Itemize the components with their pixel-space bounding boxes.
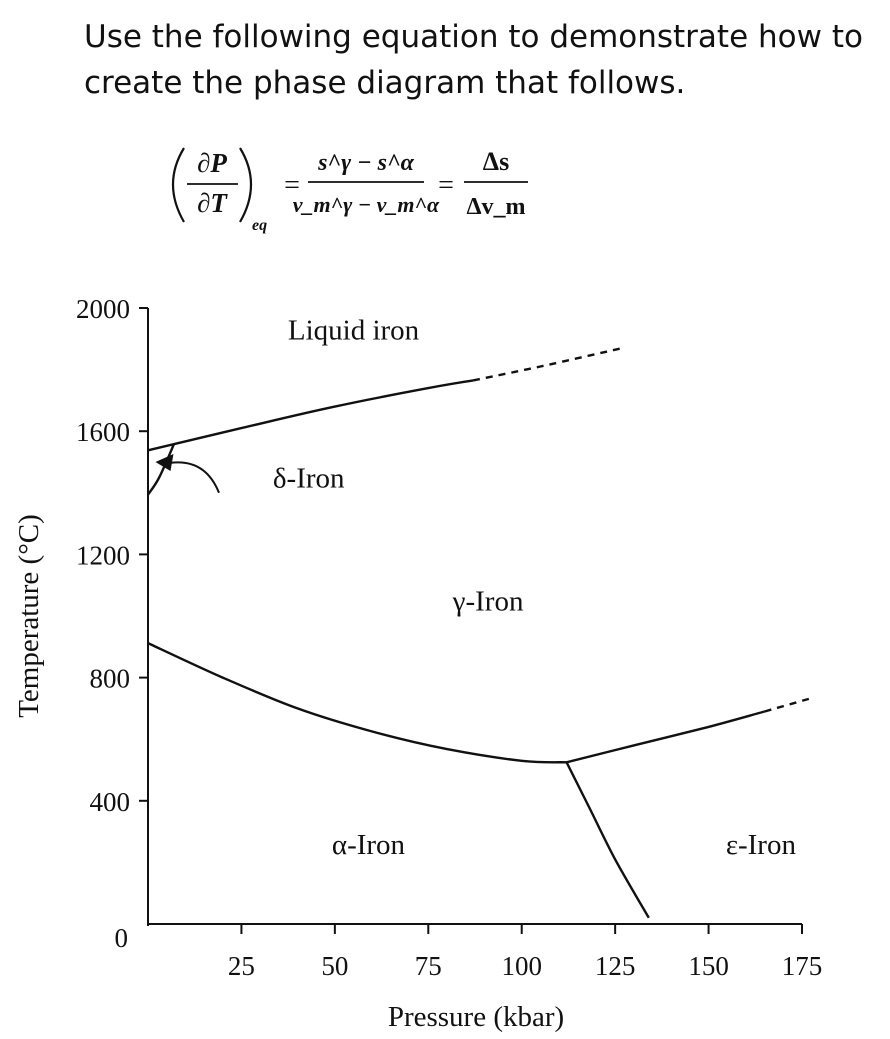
y-tick-label: 1200 <box>76 540 130 570</box>
x-axis-label: Pressure (kbar) <box>388 1001 564 1033</box>
x-tick-label: 125 <box>595 951 636 981</box>
delta-gamma-boundary <box>147 443 176 496</box>
y-tick-label: 0 <box>115 923 129 953</box>
y-tick-label: 400 <box>90 787 131 817</box>
equation-equals-2: = <box>438 170 454 201</box>
equation-rhs-denominator: Δv_m <box>466 194 525 220</box>
equation-mid-numerator: s^γ − s^α <box>317 150 415 176</box>
phase-region-labels: Liquid iron δ-Iron γ-Iron α-Iron ε-Iron <box>273 315 797 861</box>
phase-region-label: γ-Iron <box>452 586 524 618</box>
y-axis-label: Temperature (°C) <box>13 514 45 718</box>
equation-rhs-numerator: Δs <box>483 147 509 176</box>
equation: ∂P ∂T eq = s^γ − s^α v_m^γ − v_m^α = Δs … <box>171 147 528 234</box>
alpha-epsilon-boundary <box>565 761 650 919</box>
x-tick-label: 100 <box>501 951 542 981</box>
equation-lhs-numerator: ∂P <box>197 148 227 178</box>
phase-region-label: δ-Iron <box>273 462 345 494</box>
x-tick-label: 25 <box>228 951 255 981</box>
prompt-line-2: create the phase diagram that follows. <box>84 65 686 101</box>
equation-lhs-denominator: ∂T <box>197 188 228 218</box>
x-ticks: 25 50 75 100 125 150 175 <box>228 924 822 981</box>
y-tick-label: 1600 <box>76 417 130 447</box>
phase-region-label: ε-Iron <box>726 829 797 861</box>
gamma-epsilon-boundary <box>566 710 765 764</box>
x-tick-label: 175 <box>782 951 823 981</box>
y-tick-label: 800 <box>90 664 131 694</box>
phase-boundaries <box>147 346 814 919</box>
equation-paren-left <box>171 147 185 223</box>
x-tick-label: 150 <box>688 951 729 981</box>
melting-curve-extrapolated <box>472 346 623 382</box>
annotation-arrow <box>155 454 220 494</box>
y-ticks: 0 400 800 1200 1600 2000 <box>76 294 148 953</box>
equation-paren-right <box>239 147 253 223</box>
prompt-text: Use the following equation to demonstrat… <box>84 14 874 106</box>
y-tick-label: 2000 <box>76 294 130 324</box>
annotation-arrow-shaft <box>169 461 220 494</box>
annotation-arrow-head <box>155 454 174 471</box>
melting-curve <box>147 379 474 452</box>
alpha-gamma-boundary <box>147 642 567 764</box>
phase-region-label: Liquid iron <box>288 315 420 347</box>
prompt-line-1: Use the following equation to demonstrat… <box>84 19 863 55</box>
x-tick-label: 75 <box>415 951 442 981</box>
equation-mid-denominator: v_m^γ − v_m^α <box>293 192 440 217</box>
phase-diagram: 0 400 800 1200 1600 2000 25 50 75 100 125 150 175 L… <box>13 294 822 1033</box>
phase-region-label: α-Iron <box>332 829 406 861</box>
gamma-epsilon-boundary-extrapolated <box>764 696 814 713</box>
equation-lhs-subscript: eq <box>252 217 267 234</box>
x-tick-label: 50 <box>321 951 348 981</box>
equation-equals-1: = <box>284 170 300 201</box>
